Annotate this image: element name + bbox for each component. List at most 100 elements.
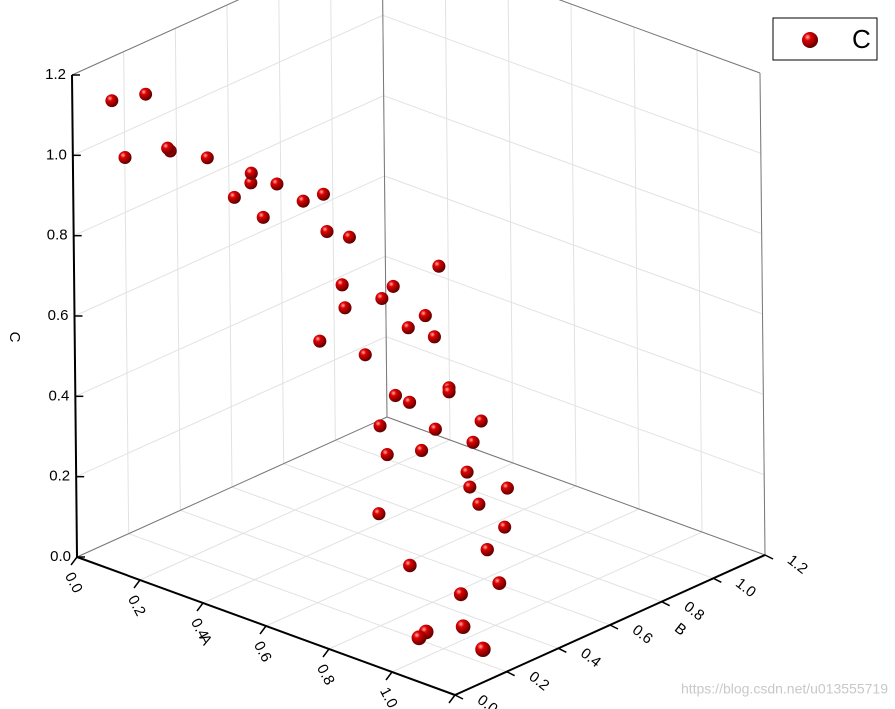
watermark: https://blog.csdn.net/u013555719 xyxy=(681,681,888,697)
z-tick-label: 0.0 xyxy=(50,548,71,565)
point xyxy=(358,348,372,362)
point xyxy=(118,150,132,165)
grid-line xyxy=(330,0,336,441)
grid-line xyxy=(128,533,507,673)
x-tick-label: 0.0 xyxy=(61,570,86,596)
point xyxy=(442,385,456,399)
point xyxy=(386,279,400,293)
x-tick-label: 0.2 xyxy=(124,593,149,619)
box-edge xyxy=(382,0,388,418)
point xyxy=(428,422,442,436)
point xyxy=(401,321,415,335)
grid-line xyxy=(570,3,577,487)
box-edge xyxy=(386,416,766,556)
point xyxy=(380,448,394,462)
y-axis-title: B xyxy=(671,620,689,640)
y-tick xyxy=(506,670,516,677)
point xyxy=(161,141,175,155)
box-edge xyxy=(558,0,761,74)
point xyxy=(105,94,119,108)
x-tick xyxy=(385,671,393,681)
grid-line xyxy=(444,0,451,441)
point xyxy=(498,520,512,534)
point xyxy=(418,309,432,323)
x-tick-label: 0.8 xyxy=(313,662,338,688)
grid-line xyxy=(696,49,703,533)
x-tick xyxy=(259,625,267,635)
y-tick xyxy=(609,624,619,630)
x-tick-label: 1.0 xyxy=(376,685,401,709)
legend xyxy=(772,17,878,61)
point xyxy=(200,151,214,165)
y-tick-label: 0.0 xyxy=(474,691,501,709)
grid-line xyxy=(231,486,611,626)
point xyxy=(335,278,349,292)
z-tick-label: 1.2 xyxy=(45,66,66,83)
y-tick-label: 1.0 xyxy=(732,575,759,601)
y-tick-label: 1.2 xyxy=(784,551,811,577)
point xyxy=(244,166,258,180)
legend-marker xyxy=(802,32,818,48)
point xyxy=(244,176,258,190)
y-tick-label: 0.4 xyxy=(577,645,604,671)
grid-line xyxy=(73,95,384,237)
z-tick-label: 1.0 xyxy=(46,146,67,163)
x-tick-label: 0.6 xyxy=(250,639,275,665)
x-tick xyxy=(70,556,78,566)
point xyxy=(466,435,480,449)
grid-line xyxy=(75,336,387,478)
z-tick-label: 0.6 xyxy=(48,307,69,324)
z-tick-label: 0.4 xyxy=(48,387,69,404)
grid-line xyxy=(278,0,285,464)
y-tick xyxy=(764,554,774,560)
x-tick xyxy=(448,694,456,704)
y-tick xyxy=(712,577,722,584)
grid-line xyxy=(72,14,384,156)
point xyxy=(411,630,427,646)
grid-line xyxy=(633,26,640,510)
x-tick-label: 1.2 xyxy=(439,708,464,709)
legend-label: C xyxy=(852,24,871,54)
point xyxy=(472,497,486,511)
grid-line xyxy=(75,255,386,397)
point xyxy=(474,414,488,428)
point xyxy=(492,576,507,591)
y-tick xyxy=(454,694,464,700)
point xyxy=(463,480,477,494)
point xyxy=(139,87,153,101)
point xyxy=(313,334,327,348)
point xyxy=(388,388,403,403)
point xyxy=(296,194,310,208)
box-edge xyxy=(759,72,766,556)
point xyxy=(453,587,468,602)
x-tick xyxy=(322,648,330,658)
point xyxy=(414,443,429,458)
x-tick xyxy=(133,579,141,589)
z-tick-label: 0.8 xyxy=(47,227,68,244)
point xyxy=(316,187,330,201)
point xyxy=(256,210,270,224)
plot-box xyxy=(70,0,774,704)
z-tick-label: 0.2 xyxy=(49,468,70,485)
grid-line xyxy=(180,509,559,649)
grid-line xyxy=(507,0,514,464)
point xyxy=(402,395,417,409)
points xyxy=(105,87,514,658)
y-tick xyxy=(661,600,671,607)
point xyxy=(270,177,284,191)
point xyxy=(227,190,241,204)
point xyxy=(373,419,387,433)
point xyxy=(403,558,417,573)
z-axis-title: C xyxy=(6,332,23,343)
point xyxy=(427,330,441,344)
y-tick xyxy=(557,647,567,654)
grid-line xyxy=(283,463,662,603)
point xyxy=(320,224,334,239)
point xyxy=(455,619,471,635)
y-tick-label: 0.8 xyxy=(681,598,708,624)
point xyxy=(342,230,356,244)
grid-line xyxy=(74,175,385,317)
point xyxy=(460,465,474,479)
grid-line xyxy=(335,439,714,579)
